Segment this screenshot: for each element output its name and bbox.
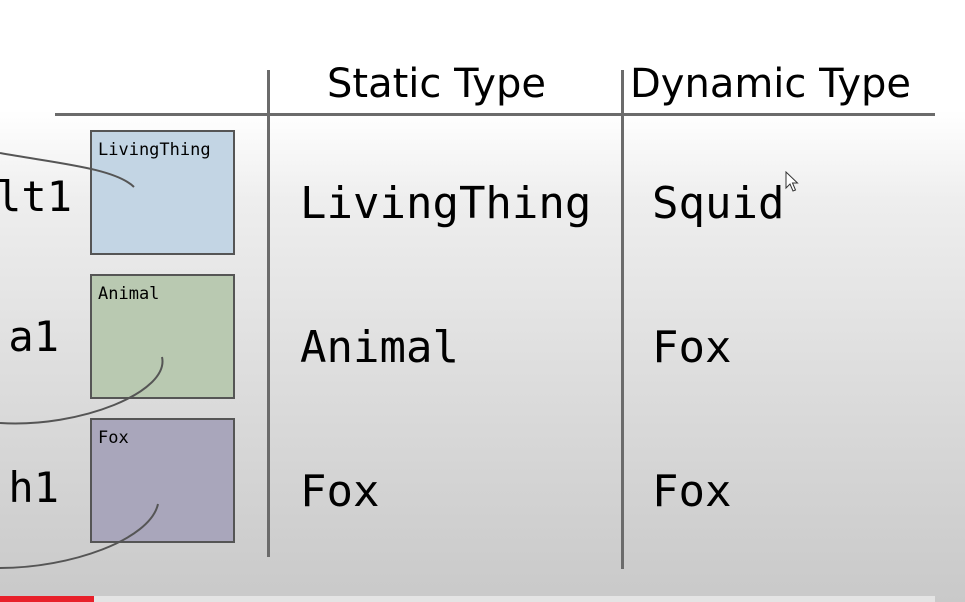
column-divider-right (621, 70, 624, 569)
static-type-header: Static Type (327, 61, 546, 107)
mouse-pointer-icon (785, 171, 799, 192)
box-fox: Fox (90, 418, 235, 543)
video-progress-bar[interactable] (0, 596, 935, 602)
box-livingthing: LivingThing (90, 130, 235, 255)
box-label-livingthing: LivingThing (98, 140, 211, 160)
header-underline (55, 113, 935, 116)
static-type-cell-3: Fox (300, 466, 380, 517)
static-type-cell-1: LivingThing (300, 178, 592, 229)
dynamic-type-cell-3: Fox (652, 466, 732, 517)
dynamic-type-header: Dynamic Type (630, 61, 911, 107)
dynamic-type-cell-1: Squid (652, 178, 785, 229)
variable-name-lt1: lt1 (0, 172, 72, 221)
dynamic-type-cell-2: Fox (652, 322, 732, 373)
variable-name-h1: h1 (8, 463, 59, 512)
box-animal: Animal (90, 274, 235, 399)
variable-name-a1: a1 (8, 312, 59, 361)
static-type-cell-2: Animal (300, 322, 459, 373)
box-label-animal: Animal (98, 284, 160, 304)
video-progress-fill (0, 596, 94, 602)
column-divider-left (267, 70, 270, 557)
box-label-fox: Fox (98, 428, 129, 448)
